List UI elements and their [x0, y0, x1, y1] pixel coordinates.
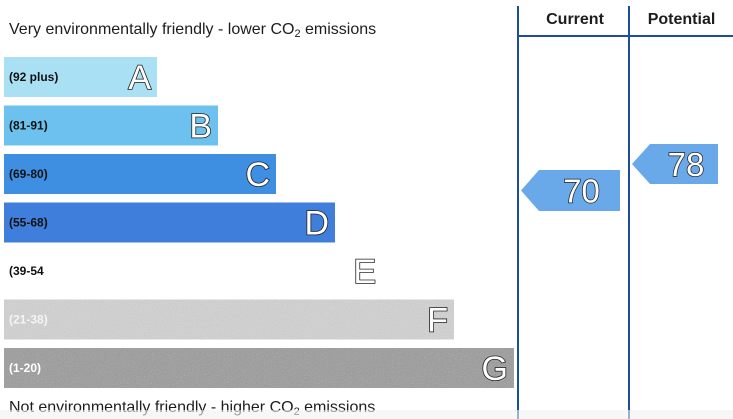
band-g-letter: G	[482, 350, 508, 388]
header-underline	[517, 35, 733, 37]
top-caption-suffix: emissions	[300, 21, 377, 38]
top-caption: Very environmentally friendly - lower CO…	[9, 21, 376, 40]
band-c-letter: C	[245, 156, 270, 194]
band-f-range: (21-38)	[9, 313, 48, 327]
rating-arrows: 70 78	[521, 144, 718, 211]
band-f-bar	[4, 299, 454, 340]
potential-column-header: Potential	[647, 11, 716, 28]
band-d: (55-68) D	[4, 202, 335, 243]
band-g-bar	[4, 348, 514, 388]
band-c: (69-80) C	[4, 154, 276, 195]
top-caption-subscript: 2	[294, 28, 301, 40]
divider-middle	[628, 6, 630, 419]
current-rating-arrow: 70	[521, 170, 620, 211]
band-f: (21-38) F	[4, 299, 454, 340]
band-c-bar	[4, 154, 276, 194]
band-c-range: (69-80)	[9, 167, 48, 181]
band-a-bar	[4, 57, 157, 97]
bottom-edge	[0, 410, 733, 419]
band-d-bar	[4, 202, 335, 243]
band-g: (1-20) G	[4, 348, 514, 389]
potential-rating-arrow-value: 78	[668, 146, 705, 183]
band-a-letter: A	[128, 59, 151, 97]
band-g-range: (1-20)	[9, 361, 41, 375]
band-a: (92 plus) A	[4, 57, 157, 98]
band-d-range: (55-68)	[9, 216, 48, 230]
band-b-range: (81-91)	[9, 119, 48, 133]
current-column-header: Current	[546, 11, 604, 28]
band-a-range: (92 plus)	[9, 70, 58, 84]
band-e-bar	[4, 251, 396, 291]
band-b-bar	[4, 105, 218, 146]
current-rating-arrow-shape	[521, 170, 620, 211]
divider-left	[517, 6, 519, 419]
current-rating-arrow-value: 70	[563, 173, 600, 210]
band-d-letter: D	[304, 205, 329, 243]
band-f-letter: F	[427, 302, 448, 340]
band-b-letter: B	[189, 108, 212, 146]
band-e: (39-54 E	[4, 251, 396, 292]
top-caption-text: Very environmentally friendly - lower CO	[9, 21, 295, 38]
potential-rating-arrow-shape	[632, 144, 718, 184]
band-e-range: (39-54	[9, 264, 44, 278]
potential-rating-arrow: 78	[632, 144, 718, 184]
band-b: (81-91) B	[4, 105, 218, 146]
rating-bands: (92 plus) A (81-91) B (69-80) C (55-68) D (39-54…	[4, 57, 514, 389]
band-e-letter: E	[353, 253, 376, 291]
